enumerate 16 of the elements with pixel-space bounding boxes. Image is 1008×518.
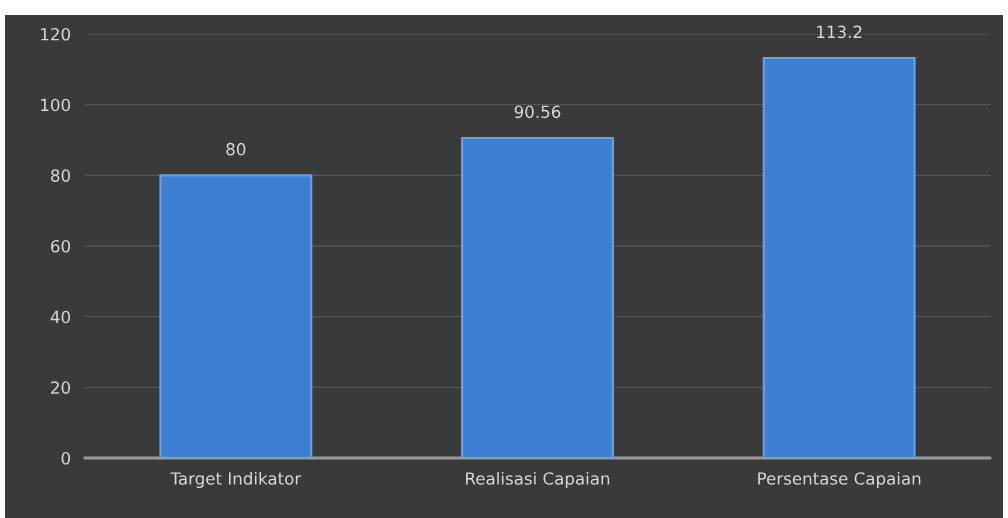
x-tick-label: Realisasi Capaian: [466, 471, 610, 489]
y-tick-label: 20: [51, 381, 70, 394]
bar: [461, 136, 614, 458]
y-tick-label: 100: [41, 98, 70, 112]
bar: [762, 56, 916, 458]
bar: [159, 174, 313, 458]
x-tick-label: Target Indikator: [170, 471, 302, 489]
y-tick-label: 120: [41, 27, 70, 41]
y-tick-label: 0: [61, 451, 70, 465]
data-label: 113.2: [817, 25, 862, 39]
x-tick-label: Persentase Capaian: [758, 471, 921, 489]
data-label: 80: [226, 142, 246, 156]
y-tick-label: 40: [50, 310, 70, 324]
data-label: 90.56: [514, 105, 561, 119]
y-tick-label: 60: [51, 239, 70, 253]
y-tick-label: 80: [51, 169, 70, 182]
